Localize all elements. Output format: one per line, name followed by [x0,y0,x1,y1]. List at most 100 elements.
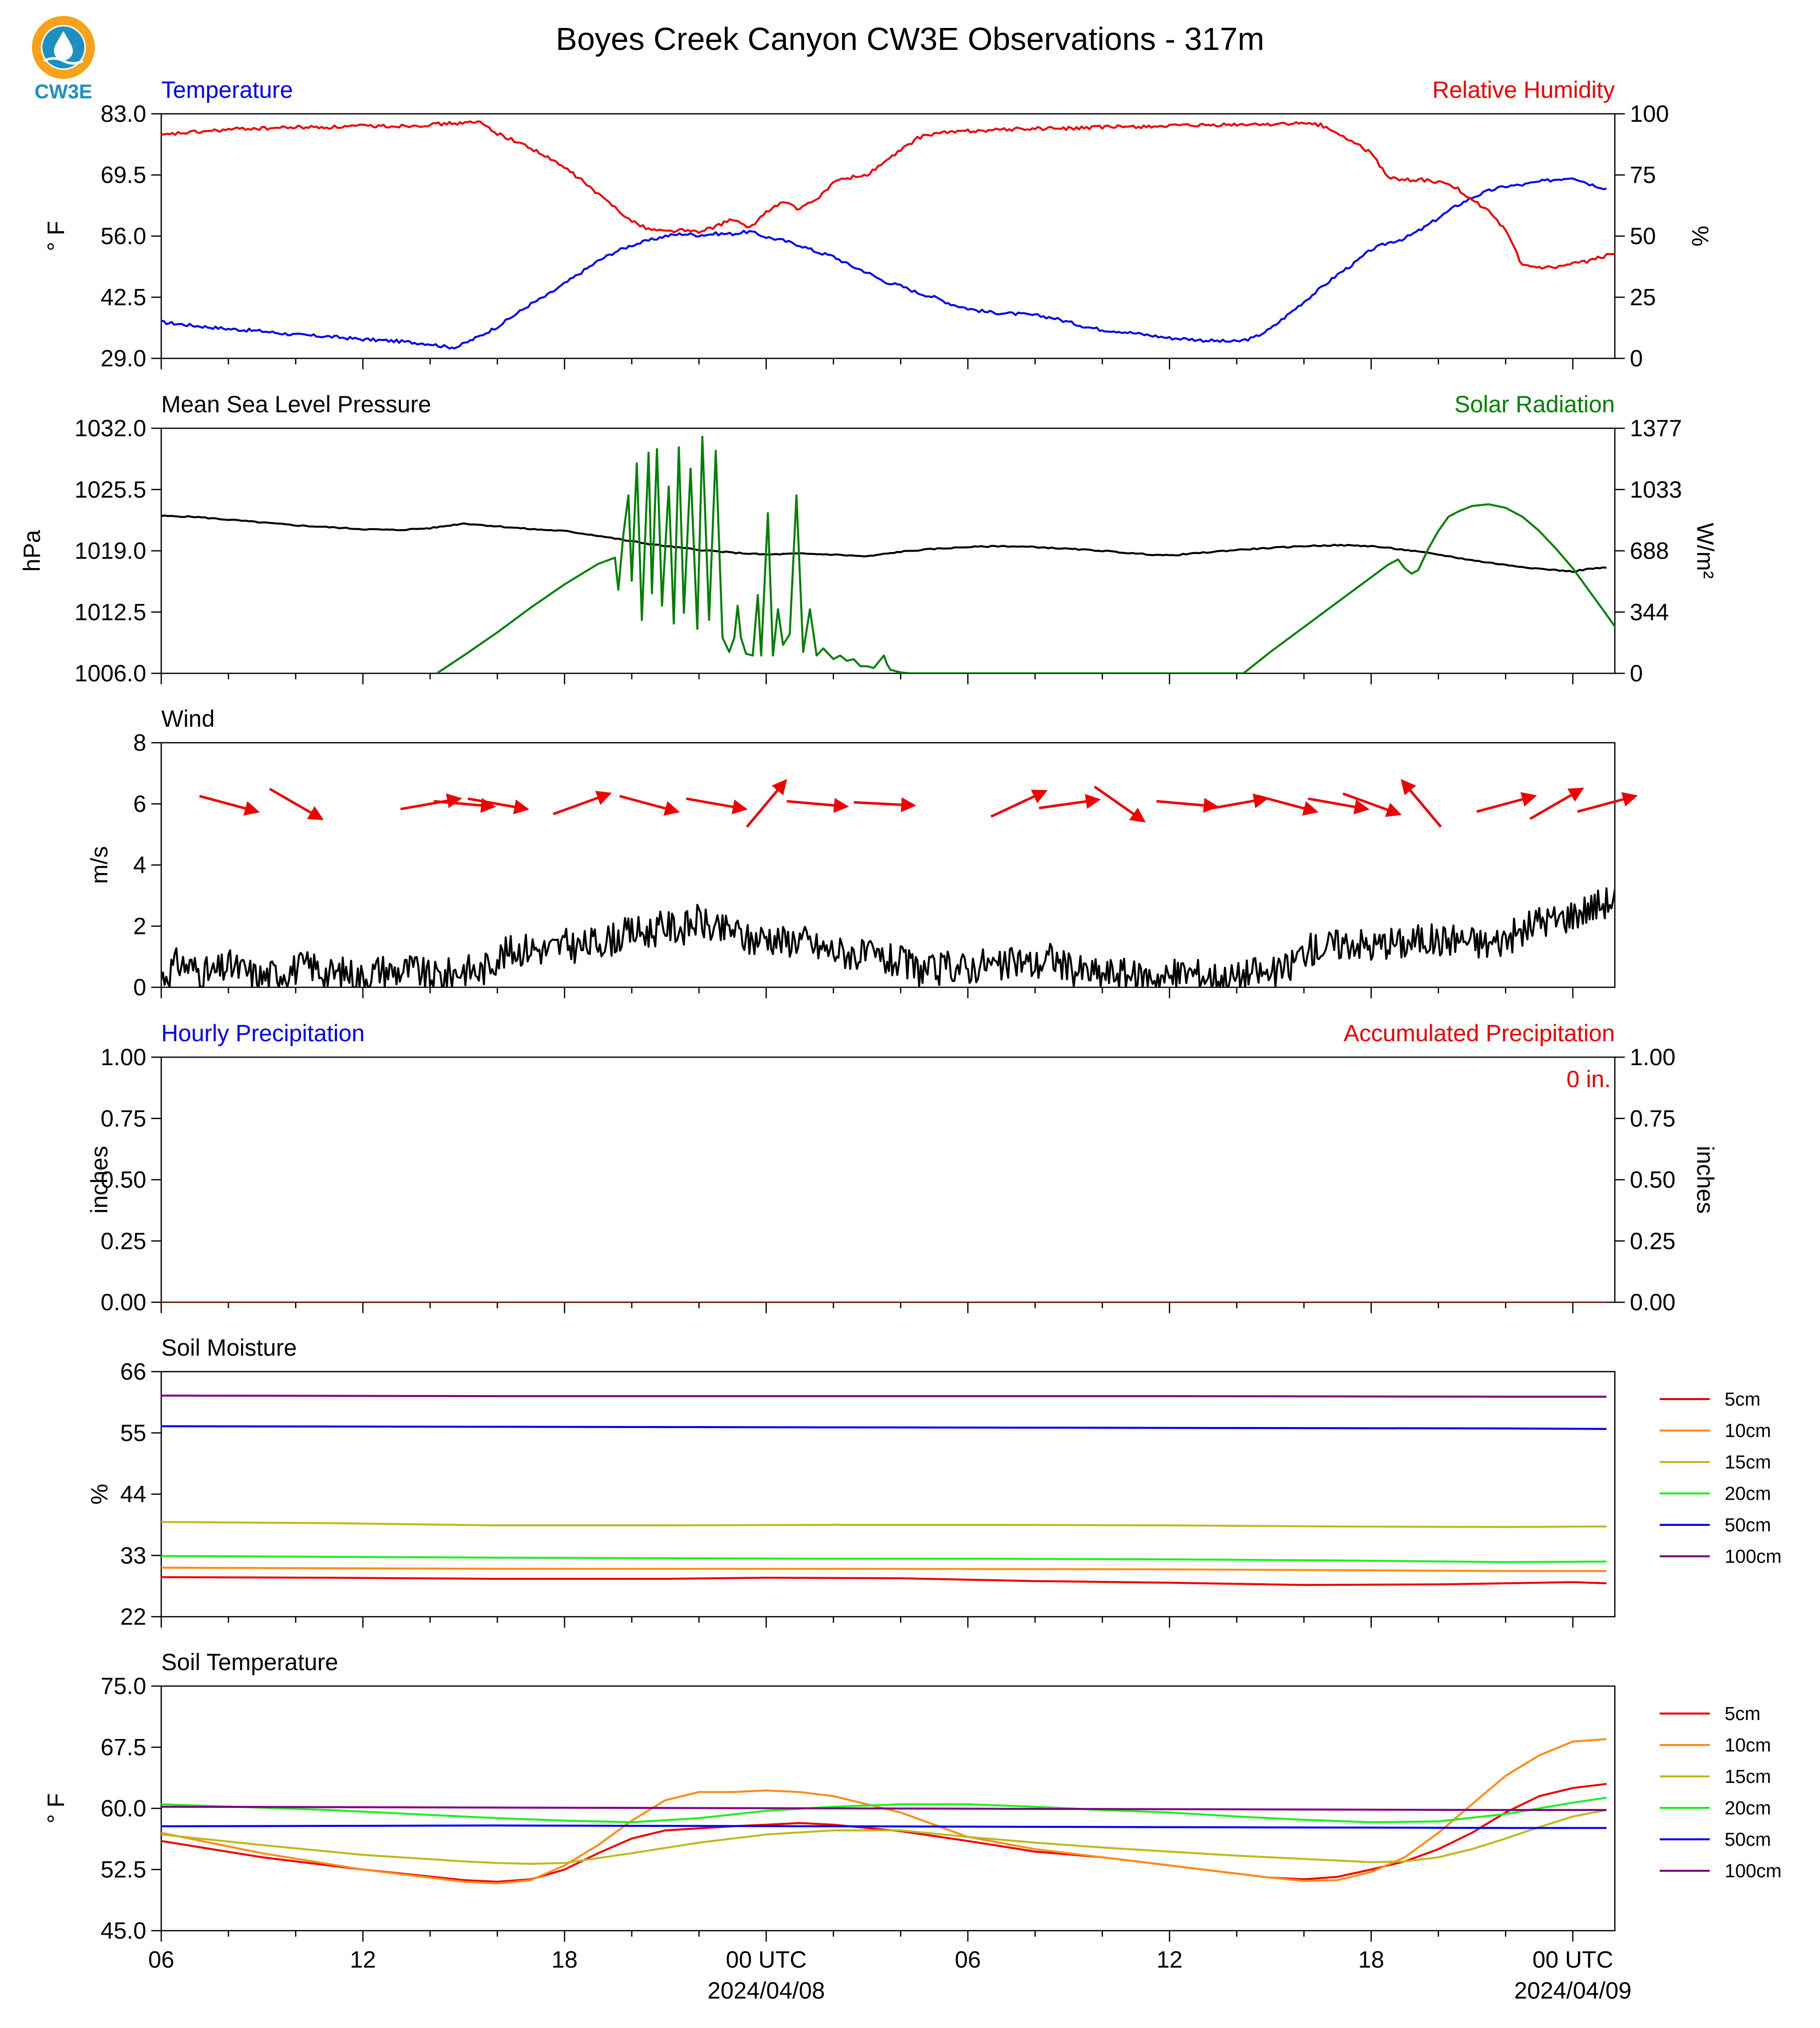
series-line-temperature [161,177,1607,350]
legend-label: 50cm [1725,1515,1771,1536]
series-group [161,1395,1607,1586]
panel-left-title: Hourly Precipitation [161,1020,365,1046]
wind-arrow [1308,797,1370,815]
series-line-20cm [161,1555,1607,1563]
wind-arrow [269,788,324,821]
y-axis-label: inches [86,1146,112,1214]
y2-tick-label: 0.50 [1630,1166,1675,1193]
x-tick-label: 18 [1358,1946,1384,1973]
y-axis-label: m/s [86,846,112,884]
wind-arrow [854,797,916,813]
wind-arrow [1342,792,1402,817]
wind-arrow [1257,795,1319,816]
y-tick-label: 0 [133,974,146,1000]
series-group [161,435,1615,673]
legend-label: 100cm [1725,1861,1782,1882]
y-tick-label: 0.00 [101,1289,146,1315]
y-tick-label: 29.0 [101,345,146,371]
y-tick-label: 0.75 [101,1105,146,1132]
y-tick-label: 75.0 [101,1673,146,1699]
chart-panels: 83.0 69.5 56.0 42.5 29.0 100 75 50 25 0 ° F % Temper… [18,76,1782,1944]
y-tick-label: 33 [120,1542,146,1568]
legend-label: 15cm [1725,1452,1771,1473]
x-tick-label: 00 UTC [726,1946,807,1973]
panel-right-title: Accumulated Precipitation [1344,1020,1615,1046]
x-tick-label: 00 UTC [1532,1946,1613,1973]
wind-arrow [199,795,260,816]
figure-title: Boyes Creek Canyon CW3E Observations - 3… [556,21,1264,57]
panel-soil_temp: 75.0 67.5 60.0 52.5 45.0 ° F Soil Temperature 5… [42,1649,1782,1944]
y2-axis-label: inches [1692,1146,1719,1214]
y-tick-label: 69.5 [101,162,146,188]
y-tick-label: 1012.5 [74,598,146,625]
y-tick-label: 83.0 [101,100,146,127]
plot-frame [160,1056,1616,1303]
x-date-label: 2024/04/09 [1514,1977,1631,2004]
series-line-10cm [161,1738,1607,1885]
y2-tick-label: 50 [1630,223,1656,249]
series-line-50cm [161,1425,1607,1430]
series-line-relative-humidity [161,120,1615,270]
wind-arrow [619,795,680,816]
panel-left-title: Mean Sea Level Pressure [161,391,431,417]
y-tick-label: 0.50 [101,1166,146,1193]
x-tick-label: 12 [350,1946,376,1973]
panel-left-title: Soil Moisture [161,1334,297,1361]
wind-arrow [433,798,496,813]
x-tick-label: 12 [1157,1946,1183,1973]
wind-arrow [1207,793,1269,811]
logo-drop-icon [54,31,73,60]
y2-tick-label: 1.00 [1630,1044,1675,1070]
y2-tick-label: 688 [1630,538,1669,564]
y-tick-label: 66 [120,1358,146,1385]
y2-tick-label: 75 [1630,162,1656,188]
legend-label: 20cm [1725,1798,1771,1819]
wind-arrow [746,779,787,828]
wind-arrow [1577,792,1638,813]
series-line-15cm [161,1521,1607,1528]
wind-arrow [1094,786,1146,823]
y-tick-label: 45.0 [101,1917,146,1944]
panel-wind: 8 6 4 2 0 m/s Wind [86,705,1638,1000]
wind-arrow [400,793,462,811]
wind-arrow [1476,792,1537,813]
y-tick-label: 2 [133,913,146,939]
y2-tick-label: 100 [1630,100,1669,127]
logo-wave-icon [43,57,84,65]
y-tick-label: 8 [133,729,146,756]
legend-label: 5cm [1725,1389,1761,1410]
x-axis-labels: 06 12 18 00 UTC 06 12 18 00 UTC 2024/04/08 2024/0… [148,1946,1632,2004]
series-line-solar-radiation [436,435,1615,673]
wind-arrow [1401,779,1442,828]
x-tick-label: 18 [552,1946,578,1973]
y-tick-label: 0.25 [101,1227,146,1254]
logo-ring-icon [32,16,95,79]
x-date-label: 2024/04/08 [707,1977,825,2004]
y-axis-label: hPa [18,530,45,572]
cw3e-logo: CW3E [32,16,95,103]
y-tick-label: 22 [120,1603,146,1630]
y2-axis-label: % [1687,226,1714,247]
logo-text: CW3E [34,81,92,103]
panel-right-title: Solar Radiation [1455,391,1615,417]
wind-arrow [1156,798,1219,813]
wind-arrow [1039,794,1101,810]
series-line-10cm [161,1566,1607,1572]
y-axis-label: % [86,1484,112,1505]
y2-tick-label: 0 [1630,660,1643,686]
y-tick-label: 56.0 [101,223,146,249]
legend-label: 5cm [1725,1704,1761,1725]
panel-left-title: Temperature [161,76,293,103]
y-axis-label: ° F [42,1793,69,1824]
series-line-100cm [161,1395,1607,1398]
y-tick-label: 1032.0 [74,415,146,441]
y2-tick-label: 0 [1630,345,1643,371]
y2-tick-label: 1033 [1630,476,1682,503]
series-group [161,887,1615,987]
y-tick-label: 1019.0 [74,538,146,564]
y-tick-label: 1025.5 [74,476,146,503]
y2-tick-label: 344 [1630,598,1669,625]
plot-frame [160,742,1616,988]
y-tick-label: 1.00 [101,1044,146,1070]
